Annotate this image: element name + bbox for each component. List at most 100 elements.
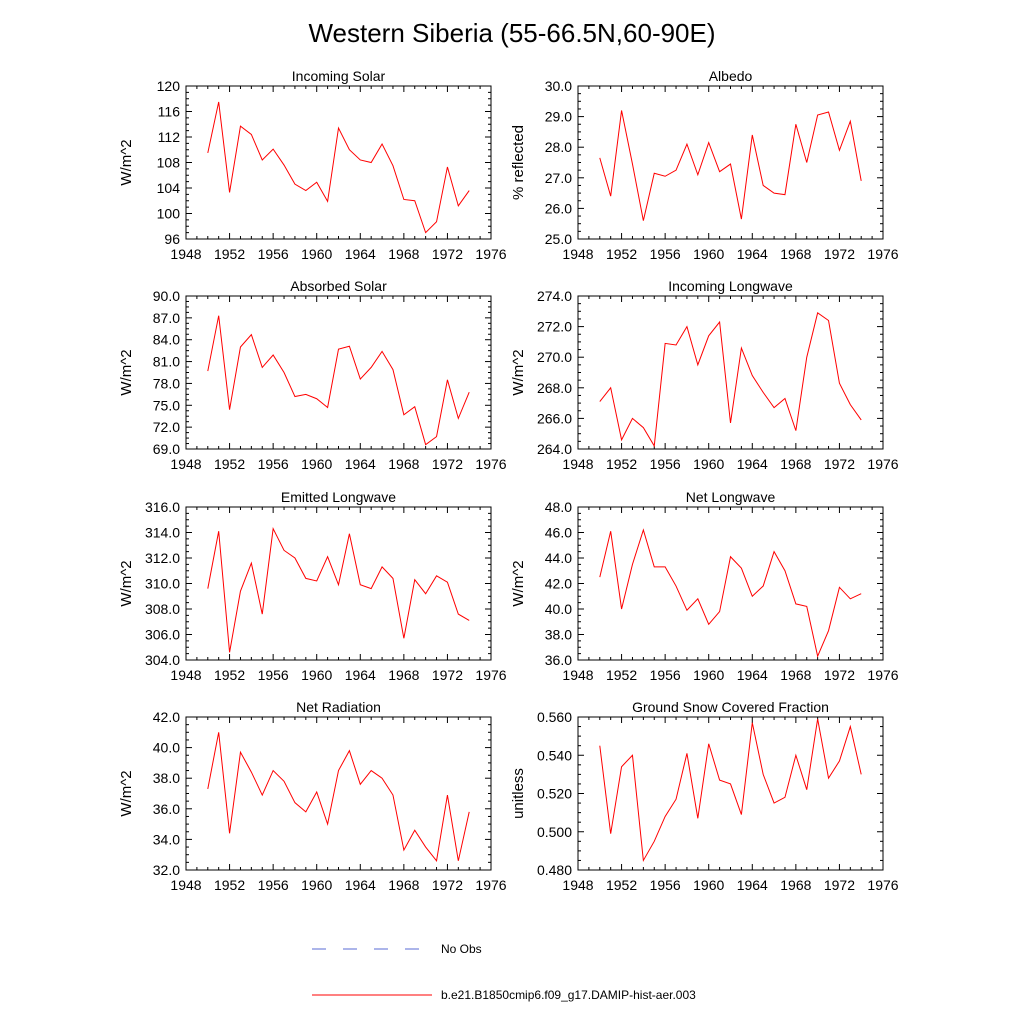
y-axis-label: W/m^2 (510, 349, 527, 395)
y-tick-label: 112 (158, 129, 181, 145)
plot-frame (577, 506, 884, 661)
x-tick-label: 1964 (737, 877, 768, 893)
y-tick-label: 312.0 (145, 550, 180, 566)
panel-2: Albedo % reflected 1948 1952 1956 1960 1964 196… (510, 68, 899, 262)
x-tick-label: 1968 (388, 877, 419, 893)
y-axis-label: unitless (510, 768, 527, 819)
y-tick-label: 42.0 (545, 576, 572, 592)
x-tick-label: 1976 (867, 667, 898, 683)
x-tick-label: 1976 (867, 456, 898, 472)
y-axis-label: W/m^2 (118, 139, 135, 185)
plot-frame (577, 85, 884, 240)
x-tick-label: 1960 (693, 456, 724, 472)
y-tick-label: 84.0 (153, 332, 180, 348)
y-tick-label: 266.0 (537, 410, 572, 426)
panel-title: Net Longwave (686, 489, 776, 505)
y-tick-label: 72.0 (153, 419, 180, 435)
y-axis-label: W/m^2 (118, 560, 135, 606)
series-line (599, 312, 862, 448)
x-tick-label: 1956 (650, 456, 681, 472)
x-tick-label: 1972 (824, 456, 855, 472)
x-tick-label: 1976 (867, 877, 898, 893)
series-line (207, 732, 470, 863)
series-line (599, 528, 862, 658)
y-tick-label: 304.0 (145, 652, 180, 668)
legend-label-model: b.e21.B1850cmip6.f09_g17.DAMIP-hist-aer.… (441, 988, 696, 1002)
x-tick-label: 1960 (693, 877, 724, 893)
y-axis-label: W/m^2 (510, 560, 527, 606)
y-tick-label: 314.0 (145, 525, 180, 541)
panel-title: Emitted Longwave (281, 489, 396, 505)
panel-title: Net Radiation (296, 699, 381, 715)
x-tick-label: 1948 (170, 877, 201, 893)
y-tick-label: 274.0 (537, 288, 572, 304)
x-tick-label: 1956 (650, 246, 681, 262)
x-tick-label: 1976 (475, 246, 506, 262)
y-tick-label: 116 (158, 104, 181, 120)
plot-frame (185, 85, 492, 240)
x-tick-label: 1952 (214, 877, 245, 893)
y-tick-label: 0.520 (537, 786, 572, 802)
x-tick-label: 1948 (562, 246, 593, 262)
y-tick-label: 25.0 (545, 231, 572, 247)
y-tick-label: 87.0 (153, 310, 180, 326)
y-axis-label: W/m^2 (118, 770, 135, 816)
series-line (207, 101, 470, 234)
series-line (207, 315, 470, 446)
panel-1: Incoming Solar W/m^2 1948 1952 1956 1960 1964 1… (118, 68, 507, 262)
y-tick-label: 270.0 (537, 349, 572, 365)
y-tick-label: 310.0 (145, 576, 180, 592)
y-tick-label: 32.0 (153, 862, 180, 878)
x-tick-label: 1956 (258, 877, 289, 893)
x-tick-label: 1972 (432, 246, 463, 262)
panel-5: Emitted Longwave W/m^2 1948 1952 1956 1960 196… (118, 489, 507, 683)
x-tick-label: 1948 (562, 456, 593, 472)
x-tick-label: 1960 (693, 246, 724, 262)
x-tick-label: 1956 (650, 877, 681, 893)
y-tick-label: 26.0 (545, 200, 572, 216)
y-tick-label: 40.0 (153, 740, 180, 756)
y-tick-label: 36.0 (153, 801, 180, 817)
x-tick-label: 1964 (345, 246, 376, 262)
legend: No Obs b.e21.B1850cmip6.f09_g17.DAMIP-his… (312, 942, 696, 1002)
x-tick-label: 1964 (345, 877, 376, 893)
x-tick-label: 1952 (214, 246, 245, 262)
y-tick-label: 46.0 (545, 525, 572, 541)
x-tick-label: 1948 (170, 456, 201, 472)
y-tick-label: 78.0 (153, 375, 180, 391)
x-tick-label: 1952 (214, 456, 245, 472)
y-tick-label: 34.0 (153, 831, 180, 847)
panel-7: Net Radiation W/m^2 1948 1952 1956 1960 1964 19… (118, 699, 507, 893)
x-tick-label: 1972 (432, 667, 463, 683)
x-tick-label: 1960 (301, 456, 332, 472)
x-tick-label: 1964 (345, 667, 376, 683)
x-tick-label: 1960 (301, 246, 332, 262)
panel-8: Ground Snow Covered Fraction unitless 1948… (510, 699, 899, 893)
x-tick-label: 1972 (824, 877, 855, 893)
plot-frame (185, 716, 492, 871)
y-tick-label: 96 (164, 231, 180, 247)
y-tick-label: 120 (157, 78, 181, 94)
x-tick-label: 1964 (345, 456, 376, 472)
y-tick-label: 42.0 (153, 709, 180, 725)
y-tick-label: 108 (157, 155, 181, 171)
x-tick-label: 1956 (650, 667, 681, 683)
y-tick-label: 36.0 (545, 652, 572, 668)
x-tick-label: 1964 (737, 667, 768, 683)
x-tick-label: 1968 (388, 667, 419, 683)
x-tick-label: 1968 (388, 246, 419, 262)
plot-frame (577, 716, 884, 871)
x-tick-label: 1968 (780, 246, 811, 262)
x-tick-label: 1972 (824, 667, 855, 683)
x-tick-label: 1960 (301, 877, 332, 893)
panel-title: Incoming Solar (292, 68, 386, 84)
x-tick-label: 1972 (432, 877, 463, 893)
x-tick-label: 1952 (606, 667, 637, 683)
x-tick-label: 1968 (780, 456, 811, 472)
y-tick-label: 28.0 (545, 139, 572, 155)
series-line (599, 110, 862, 221)
x-tick-label: 1956 (258, 667, 289, 683)
x-tick-label: 1948 (562, 667, 593, 683)
panel-title: Ground Snow Covered Fraction (632, 699, 829, 715)
